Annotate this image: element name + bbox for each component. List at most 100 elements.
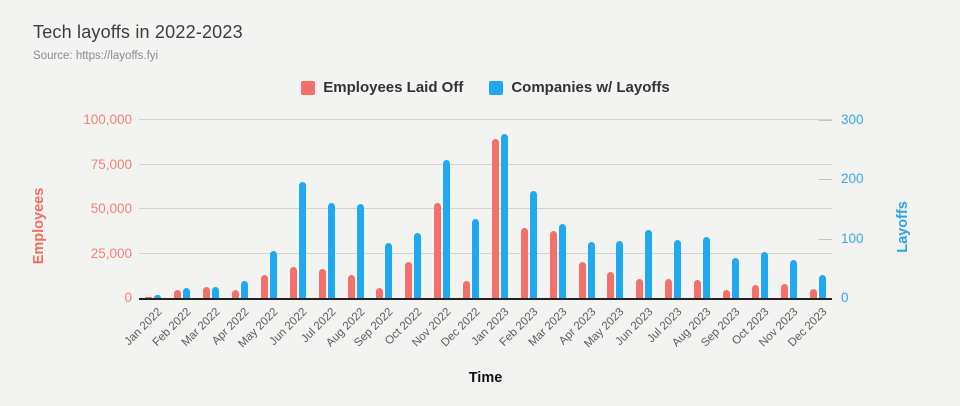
bar-employees — [607, 271, 615, 298]
bar-group — [232, 280, 249, 298]
bar-group — [145, 295, 162, 298]
bar-employees — [636, 279, 644, 298]
bar-companies — [298, 182, 306, 298]
bar-companies — [472, 219, 480, 298]
bar-employees — [578, 262, 586, 298]
bar-companies — [385, 242, 393, 298]
bar-group — [520, 190, 537, 298]
bar-companies — [356, 203, 364, 298]
bar-employees — [809, 289, 817, 298]
right-axis-tick-mark — [819, 120, 832, 121]
right-axis-tick-mark — [819, 238, 832, 240]
bar-group — [780, 260, 797, 298]
chart-title: Tech layoffs in 2022-2023 — [33, 22, 243, 42]
bar-group — [694, 236, 711, 298]
x-axis-title: Time — [468, 370, 503, 386]
bar-employees — [722, 290, 730, 298]
bar-employees — [780, 283, 788, 298]
bar-employees — [260, 274, 268, 298]
right-axis-tick-label: 0 — [841, 290, 849, 305]
chart-source: Source: https://layoffs.fyi — [33, 50, 159, 62]
left-axis-tick-label: 75,000 — [90, 156, 132, 172]
bar-companies — [327, 202, 335, 298]
bar-employees — [145, 297, 153, 298]
legend-label-employees: Employees Laid Off — [323, 79, 464, 96]
bar-companies — [703, 236, 711, 298]
bar-group — [434, 160, 451, 298]
bar-group — [203, 287, 220, 298]
bar-employees — [203, 287, 211, 298]
bar-group — [607, 241, 624, 298]
bar-group — [636, 230, 653, 298]
bar-companies — [154, 295, 162, 298]
bar-employees — [751, 285, 759, 298]
legend: Employees Laid Off Companies w/ Layoffs — [139, 79, 832, 96]
bar-group — [318, 202, 335, 298]
bar-employees — [491, 138, 499, 298]
bar-employees — [694, 279, 702, 298]
bar-group — [491, 133, 508, 298]
bar-employees — [232, 290, 240, 298]
right-axis-tick-mark — [819, 179, 832, 181]
gridline — [139, 208, 832, 209]
bar-group — [751, 252, 768, 298]
bar-group — [463, 219, 480, 298]
bar-companies — [443, 160, 451, 298]
legend-item-employees[interactable]: Employees Laid Off — [301, 79, 463, 96]
bar-employees — [665, 279, 673, 298]
bar-companies — [558, 223, 566, 298]
bar-companies — [269, 251, 277, 298]
gridline — [139, 252, 832, 254]
bar-group — [809, 274, 826, 298]
bar-group — [578, 242, 595, 298]
bar-companies — [241, 280, 249, 298]
left-axis-tick-label: 100,000 — [83, 112, 132, 127]
legend-item-companies[interactable]: Companies w/ Layoffs — [489, 79, 670, 96]
gridline — [139, 119, 832, 120]
bar-group — [722, 257, 739, 298]
bar-employees — [174, 290, 182, 298]
bar-employees — [463, 280, 471, 298]
bar-companies — [645, 230, 653, 298]
right-axis-title: Layoffs — [895, 201, 911, 253]
legend-swatch-employees-icon — [301, 80, 316, 95]
right-axis-tick-label: 200 — [841, 171, 864, 187]
bar-group — [549, 223, 566, 298]
bar-employees — [434, 202, 442, 298]
legend-swatch-companies-icon — [489, 80, 504, 95]
bar-companies — [616, 241, 624, 298]
bar-companies — [414, 233, 422, 298]
bar-companies — [529, 190, 537, 298]
bar-employees — [347, 274, 355, 298]
bar-group — [376, 242, 393, 298]
bar-group — [405, 233, 422, 298]
left-axis-tick-label: 25,000 — [90, 245, 132, 261]
bar-companies — [789, 260, 797, 298]
left-axis-tick-label: 0 — [124, 290, 132, 305]
bar-companies — [212, 287, 220, 298]
left-axis-title: Employees — [31, 187, 47, 265]
bar-companies — [674, 239, 682, 298]
plot-area — [139, 119, 832, 300]
right-axis-tick-label: 100 — [841, 230, 864, 246]
bar-companies — [731, 257, 739, 298]
bar-employees — [405, 261, 413, 298]
bar-employees — [376, 287, 384, 298]
left-axis-tick-label: 50,000 — [90, 201, 132, 216]
bar-group — [289, 182, 306, 298]
bar-employees — [289, 267, 297, 298]
bar-group — [347, 203, 364, 298]
bar-companies — [760, 252, 768, 298]
legend-label-companies: Companies w/ Layoffs — [511, 79, 670, 96]
gridline — [139, 163, 832, 165]
bar-group — [665, 239, 682, 298]
right-axis-tick-label: 300 — [841, 112, 864, 127]
bar-group — [260, 251, 277, 298]
bar-employees — [520, 227, 528, 298]
bar-group — [174, 287, 191, 298]
bar-employees — [549, 231, 557, 298]
bar-employees — [318, 269, 326, 298]
bar-companies — [500, 133, 508, 298]
bar-companies — [587, 242, 595, 298]
